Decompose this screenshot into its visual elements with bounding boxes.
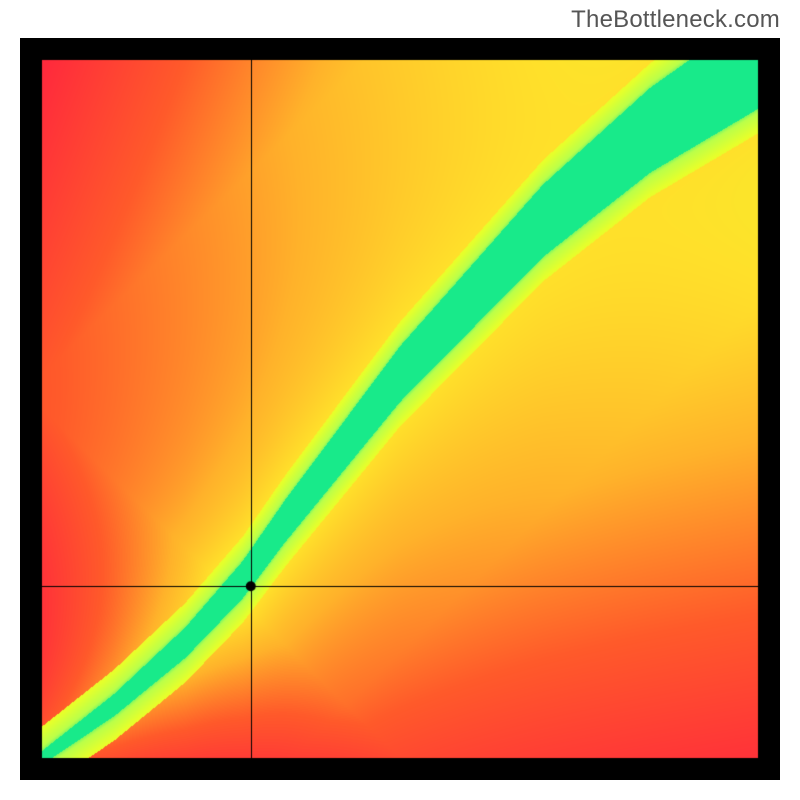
chart-frame [20,38,780,780]
heatmap-canvas [20,38,780,780]
watermark-text: TheBottleneck.com [571,6,780,34]
